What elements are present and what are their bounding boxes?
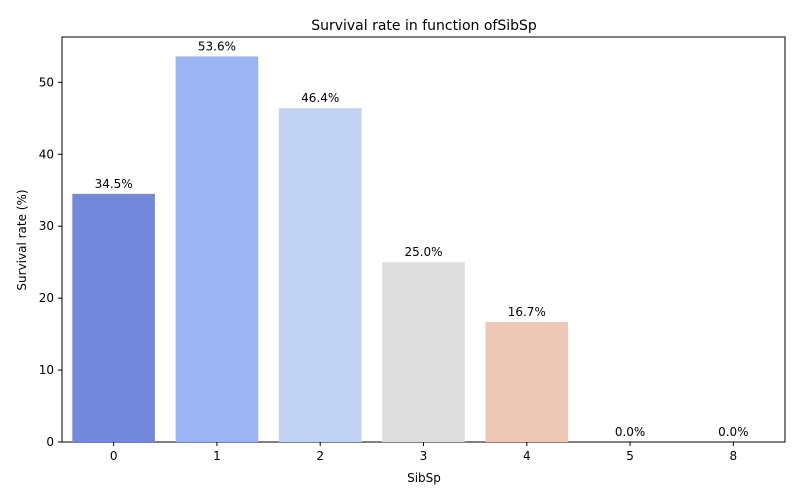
y-tick-label-0: 0 xyxy=(46,435,54,449)
data-label-sibsp-8: 0.0% xyxy=(718,425,749,439)
data-label-sibsp-1: 53.6% xyxy=(198,39,236,53)
y-tick-label-20: 20 xyxy=(39,291,54,305)
bars-group xyxy=(72,56,569,443)
chart-title: Survival rate in function ofSibSp xyxy=(311,18,537,34)
bar-sibsp-2 xyxy=(278,108,362,442)
y-tick-label-10: 10 xyxy=(39,363,54,377)
x-axis-label: SibSp xyxy=(407,471,441,485)
data-label-sibsp-2: 46.4% xyxy=(301,91,339,105)
x-tick-label-4: 4 xyxy=(523,449,531,463)
x-tick-label-8: 8 xyxy=(730,449,738,463)
x-tick-label-1: 1 xyxy=(213,449,221,463)
bar-sibsp-3 xyxy=(382,262,465,442)
data-label-sibsp-4: 16.7% xyxy=(508,305,546,319)
x-tick-label-3: 3 xyxy=(420,449,428,463)
x-tick-label-5: 5 xyxy=(626,449,634,463)
bar-sibsp-1 xyxy=(175,56,259,443)
data-label-sibsp-0: 34.5% xyxy=(95,177,133,191)
x-tick-label-2: 2 xyxy=(316,449,324,463)
bar-sibsp-4 xyxy=(485,321,569,442)
y-tick-label-30: 30 xyxy=(39,219,54,233)
data-label-sibsp-5: 0.0% xyxy=(615,425,646,439)
x-tick-label-0: 0 xyxy=(110,449,118,463)
y-axis-label: Survival rate (%) xyxy=(15,189,29,290)
y-tick-label-40: 40 xyxy=(39,147,54,161)
bar-sibsp-0 xyxy=(72,193,155,442)
y-axis-ticks: 0 10 20 30 40 50 xyxy=(39,75,62,449)
x-axis-ticks: 0 1 2 3 4 5 8 xyxy=(110,442,737,463)
y-tick-label-50: 50 xyxy=(39,75,54,89)
data-labels-group: 34.5% 53.6% 46.4% 25.0% 16.7% 0.0% 0.0% xyxy=(95,39,749,439)
plot-area: 34.5% 53.6% 46.4% 25.0% 16.7% 0.0% 0.0% 0 1 2 3 4 5… xyxy=(39,36,786,463)
data-label-sibsp-3: 25.0% xyxy=(404,245,442,259)
